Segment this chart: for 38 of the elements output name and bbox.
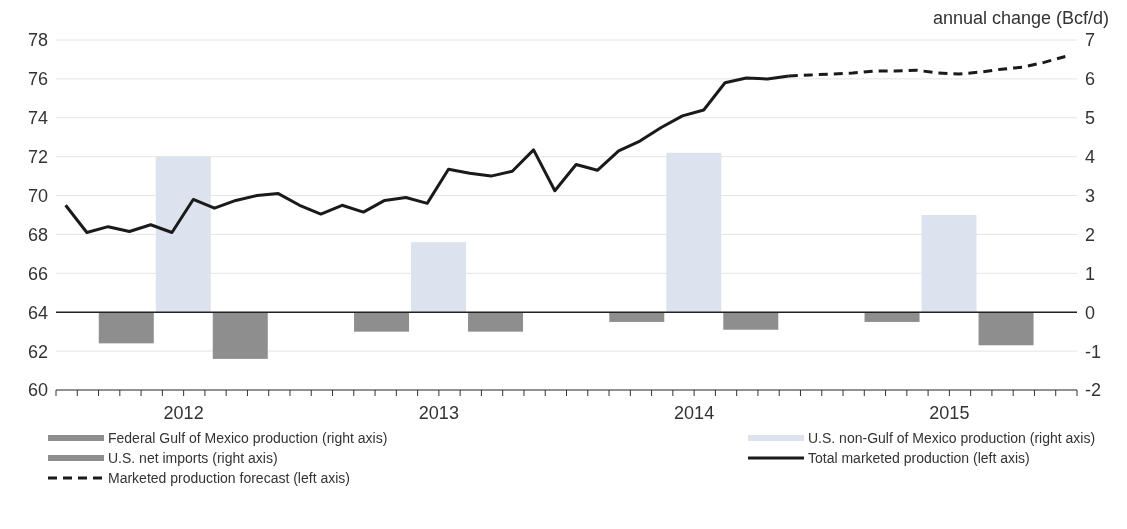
y2-tick-label: 5	[1085, 108, 1096, 129]
y2-tick-label: 7	[1085, 30, 1096, 51]
x-tick-label: 2015	[929, 402, 970, 423]
y2-tick-label: 1	[1085, 263, 1096, 284]
y-tick-label: 74	[27, 108, 48, 129]
bar	[468, 312, 524, 332]
x-tick-label: 2014	[674, 402, 715, 423]
x-tick-label: 2013	[418, 402, 459, 423]
y-tick-label: 62	[27, 341, 48, 362]
legend-label: Federal Gulf of Mexico production (right axis)	[108, 430, 388, 446]
y-tick-label: 78	[27, 30, 48, 51]
y2-tick-label: -2	[1085, 380, 1102, 401]
y-tick-label: 64	[27, 302, 48, 323]
y2-tick-label: -1	[1085, 341, 1102, 362]
bar	[609, 312, 665, 322]
y-tick-label: 60	[27, 380, 48, 401]
bar	[98, 312, 154, 344]
y-tick-label: 68	[27, 224, 48, 245]
bar	[978, 312, 1034, 346]
y-tick-label: 76	[27, 69, 48, 90]
y2-tick-label: 0	[1085, 302, 1096, 323]
bar	[354, 312, 410, 332]
bar	[212, 312, 268, 359]
y-tick-label: 72	[27, 147, 48, 168]
y2-axis-title: annual change (Bcf/d)	[931, 8, 1110, 30]
x-tick-label: 2012	[163, 402, 204, 423]
y2-tick-label: 2	[1085, 224, 1096, 245]
legend-label: Total marketed production (left axis)	[808, 450, 1030, 466]
y2-tick-label: 4	[1085, 147, 1096, 168]
bar	[864, 312, 920, 322]
y2-tick-label: 3	[1085, 185, 1096, 206]
bar	[723, 312, 779, 330]
legend-label: Marketed production forecast (left axis)	[108, 470, 350, 486]
y-tick-label: 66	[27, 263, 48, 284]
y-tick-label: 70	[27, 185, 48, 206]
y2-tick-label: 6	[1085, 69, 1096, 90]
legend-label: U.S. non-Gulf of Mexico production (right axis)	[808, 430, 1096, 446]
legend-label: U.S. net imports (right axis)	[108, 450, 278, 466]
